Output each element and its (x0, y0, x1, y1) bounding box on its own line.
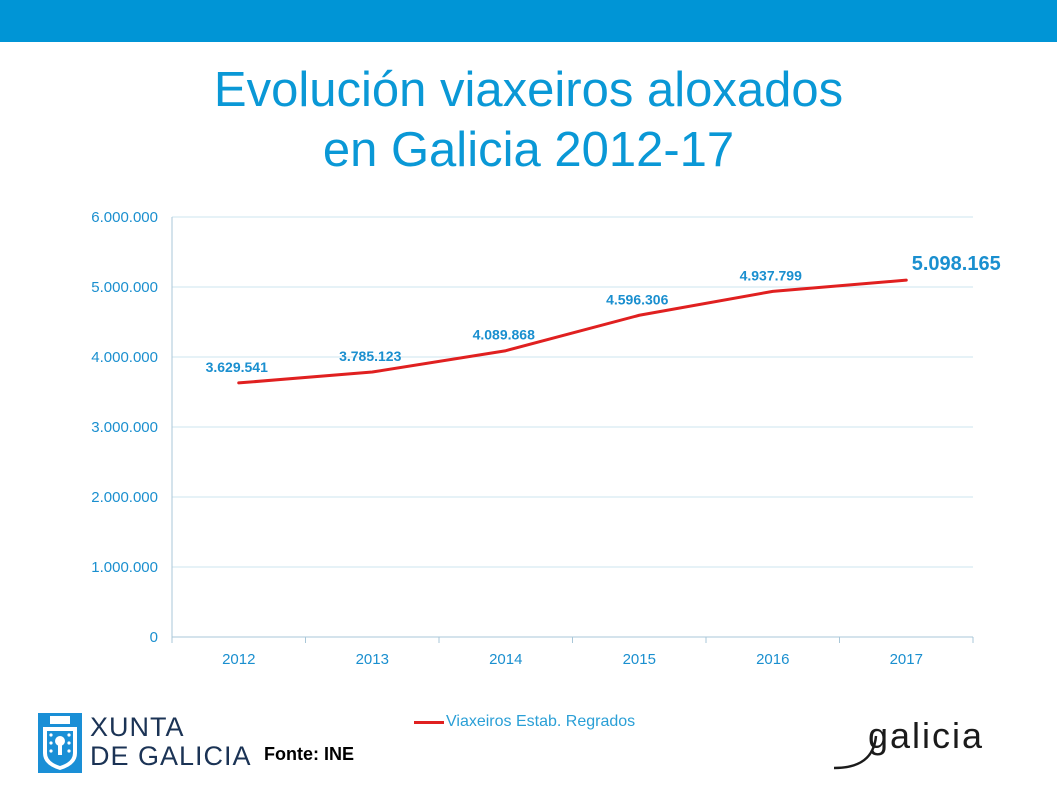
xunta-emblem-icon (38, 713, 82, 773)
data-label: 3.785.123 (339, 348, 401, 364)
galicia-brand-logo: galicia (833, 715, 984, 770)
y-tick-label: 1.000.000 (91, 559, 158, 576)
y-tick-label: 5.000.000 (91, 279, 158, 296)
y-tick-label: 4.000.000 (91, 349, 158, 366)
title-line-1: Evolución viaxeiros aloxados (213, 63, 844, 117)
xunta-line-1: XUNTA (90, 712, 185, 742)
data-label: 4.596.306 (606, 291, 668, 307)
y-tick-label: 2.000.000 (91, 489, 158, 506)
data-label: 5.098.165 (912, 253, 1001, 275)
data-label: 4.089.868 (473, 327, 535, 343)
data-label: 4.937.799 (740, 267, 802, 283)
xunta-logo: XUNTA DE GALICIA (38, 711, 251, 775)
y-tick-label: 6.000.000 (91, 209, 158, 226)
legend-swatch (414, 720, 444, 724)
series-line (237, 278, 908, 385)
x-tick-label: 2016 (756, 651, 789, 668)
page-title: Evolución viaxeiros aloxados en Galicia … (0, 60, 1057, 180)
legend-label: Viaxeiros Estab. Regrados (446, 713, 636, 730)
line-chart: 0 1.000.000 2.000.000 3.000.000 4.000.000 5.0… (91, 209, 1001, 668)
top-accent-bar (0, 0, 1057, 42)
y-tick-label: 0 (150, 629, 158, 646)
galicia-brand-text: galicia (868, 715, 984, 756)
xunta-wordmark: XUNTA DE GALICIA (90, 713, 252, 771)
data-label: 3.629.541 (206, 359, 268, 375)
x-tick-label: 2017 (890, 651, 923, 668)
xunta-line-2: DE GALICIA (90, 741, 252, 771)
source-note: Fonte: INE (264, 744, 354, 764)
x-tick-label: 2014 (489, 651, 522, 668)
x-tick-label: 2015 (623, 651, 656, 668)
title-line-2: en Galicia 2012-17 (322, 123, 735, 177)
y-tick-label: 3.000.000 (91, 419, 158, 436)
x-tick-label: 2012 (222, 651, 255, 668)
x-tick-label: 2013 (356, 651, 389, 668)
chart-legend: Viaxeiros Estab. Regrados (414, 712, 635, 732)
